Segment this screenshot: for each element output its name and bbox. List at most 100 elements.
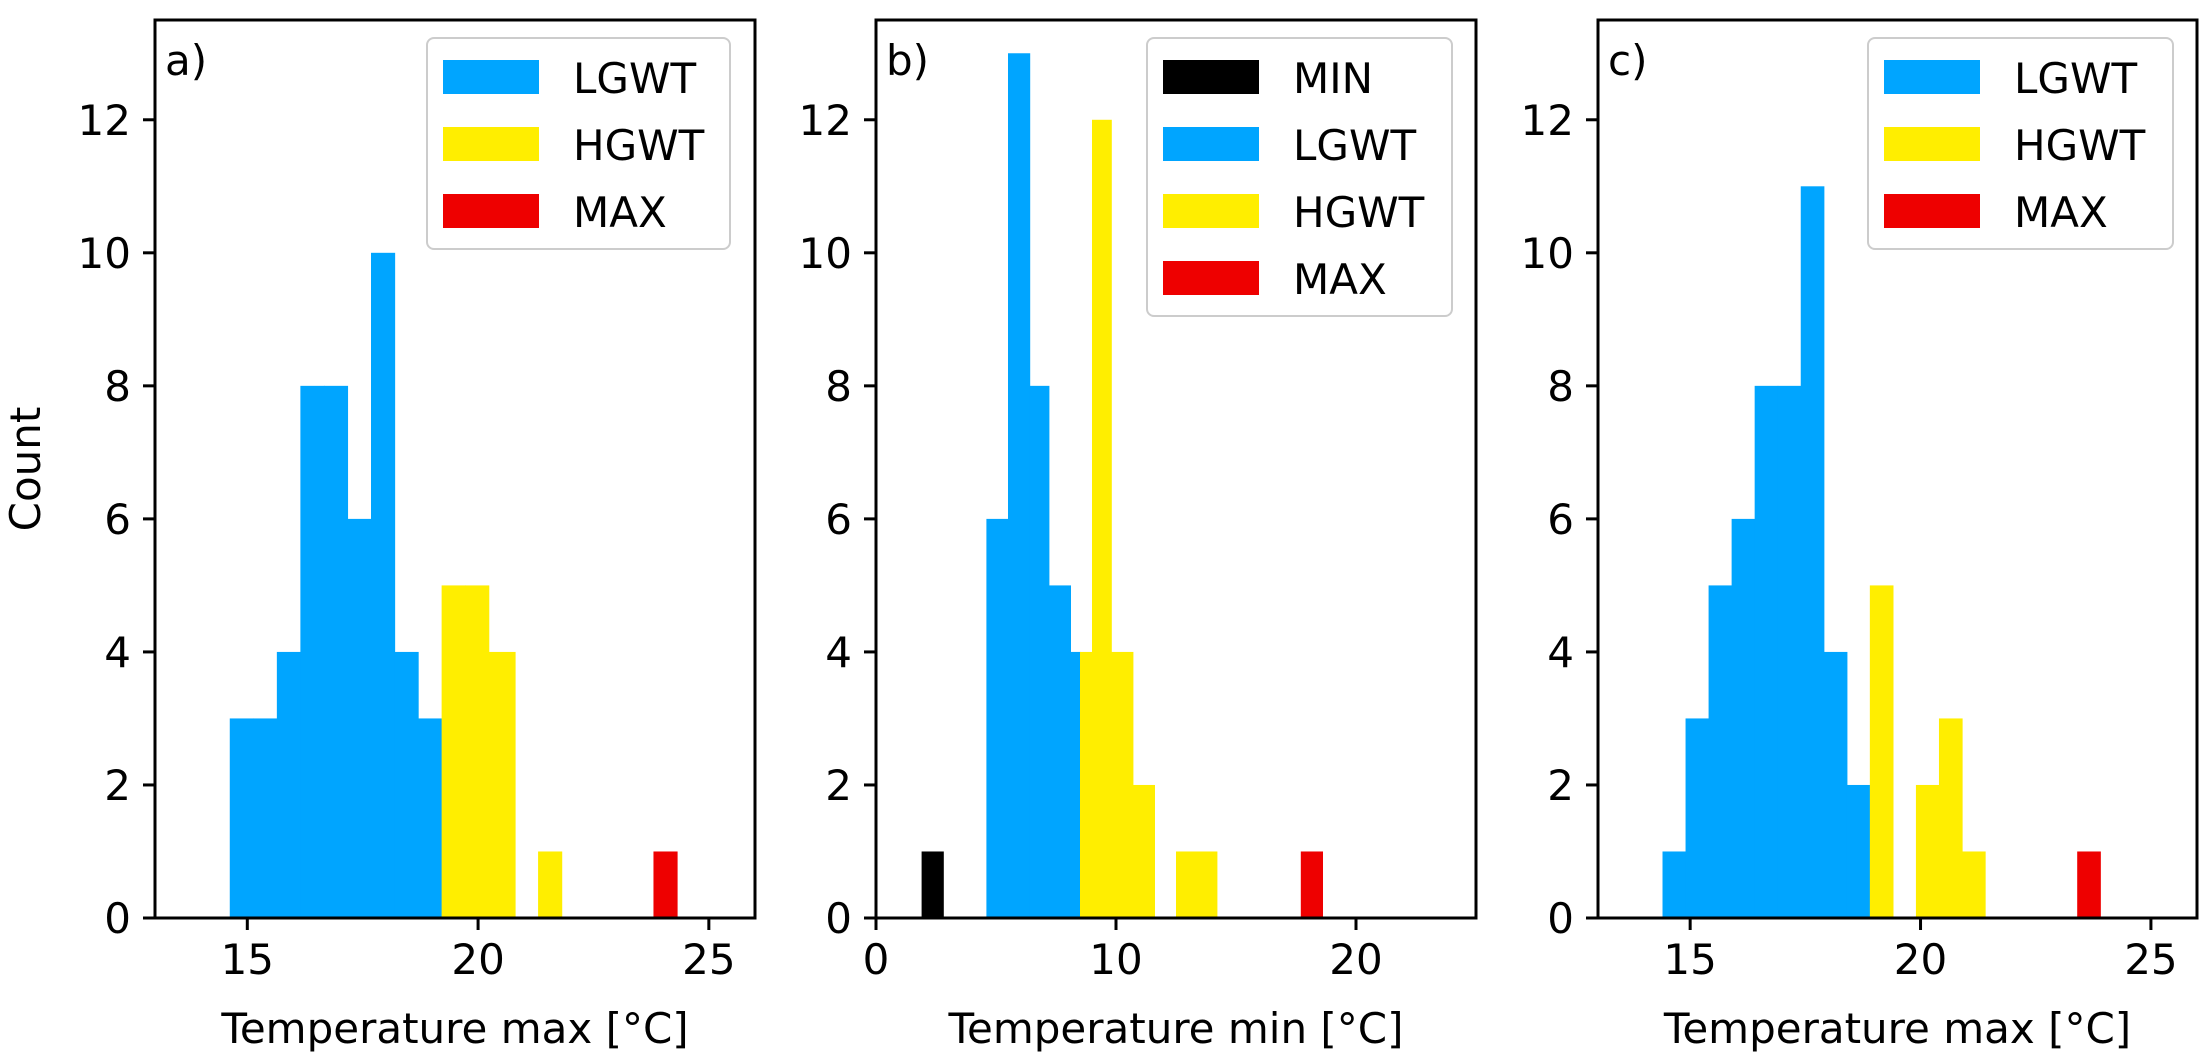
y-tick-label: 4	[104, 628, 131, 677]
legend-label-hgwt: HGWT	[573, 121, 705, 170]
bar-lgwt-5	[1754, 385, 1779, 919]
bar-lgwt-4	[1731, 518, 1756, 918]
legend-label-max: MAX	[1293, 255, 1387, 304]
x-tick-label: 20	[1329, 935, 1382, 984]
y-tick-label: 6	[825, 495, 852, 544]
x-axis-label: Temperature min [°C]	[947, 1004, 1403, 1053]
legend-swatch-max	[443, 194, 539, 228]
legend-swatch-hgwt	[1163, 194, 1259, 228]
panel-2: 0 10 20 0 2 4 6 8 10 12 Temperature min [°C] b) MIN L…	[799, 18, 1478, 1053]
y-tick-label: 12	[78, 96, 131, 145]
legend-swatch-max	[1884, 194, 1980, 228]
bar-max-1	[1300, 851, 1323, 918]
bar-hgwt-1	[1869, 585, 1894, 918]
bar-lgwt-9	[1846, 784, 1871, 918]
bar-lgwt-1	[1662, 851, 1687, 918]
legend-swatch-hgwt	[443, 127, 539, 161]
y-tick-label: 0	[1547, 894, 1574, 943]
bar-hgwt-2	[465, 585, 490, 918]
axes-frame	[1596, 18, 2199, 920]
bar-lgwt-9	[418, 718, 443, 918]
bar-hgwt-3	[488, 651, 516, 918]
axes-frame	[153, 18, 757, 920]
x-axis-label: Temperature max [°C]	[220, 1004, 688, 1053]
y-tick-label: 12	[799, 96, 852, 145]
y-tick-label: 12	[1521, 96, 1574, 145]
bar-lgwt-2	[1008, 53, 1031, 918]
bar-lgwt-5	[323, 385, 349, 919]
bar-lgwt-4	[1048, 585, 1071, 918]
axes-frame	[874, 18, 1478, 920]
legend: LGWT HGWT MAX	[426, 37, 731, 250]
legend-swatch-lgwt	[443, 60, 539, 94]
legend-swatch-max	[1163, 261, 1259, 295]
legend-swatch-min	[1163, 60, 1259, 94]
legend-label-lgwt: LGWT	[573, 54, 696, 103]
bar-lgwt-1	[986, 518, 1009, 918]
bar-hgwt-5	[1176, 851, 1218, 918]
y-tick-label: 2	[104, 761, 131, 810]
bar-min-1	[921, 851, 944, 918]
legend-label-hgwt: HGWT	[1293, 188, 1425, 237]
bar-lgwt-6	[1777, 385, 1802, 919]
legend: LGWT HGWT MAX	[1867, 37, 2174, 250]
bar-hgwt-4	[1962, 851, 1986, 918]
bar-max-1	[653, 851, 678, 918]
bar-lgwt-7	[371, 252, 396, 918]
legend-label-hgwt: HGWT	[2014, 121, 2146, 170]
bar-hgwt-2	[1092, 119, 1112, 918]
y-tick-label: 2	[825, 761, 852, 810]
legend-swatch-lgwt	[1163, 127, 1259, 161]
legend-swatch-hgwt	[1884, 127, 1980, 161]
bar-max-1	[2077, 851, 2101, 918]
bar-hgwt-3	[1938, 718, 1963, 918]
bar-lgwt-2	[253, 718, 278, 918]
x-tick-label: 15	[1663, 935, 1716, 984]
y-tick-label: 0	[825, 894, 852, 943]
bar-lgwt-3	[1708, 585, 1733, 918]
bar-lgwt-8	[1823, 651, 1848, 918]
bar-lgwt-8	[394, 651, 419, 918]
bar-hgwt-2	[1915, 784, 1940, 918]
y-tick-label: 10	[799, 229, 852, 278]
legend-label-lgwt: LGWT	[2014, 54, 2137, 103]
panel-1: 15 20 25 0 2 4 6 8 10 12 Temperature max [°C] Count…	[1, 18, 757, 1053]
legend-swatch-lgwt	[1884, 60, 1980, 94]
bar-hgwt-4	[1132, 784, 1155, 918]
x-tick-label: 10	[1089, 935, 1142, 984]
y-tick-label: 8	[1547, 362, 1574, 411]
legend-label-max: MAX	[2014, 188, 2108, 237]
y-tick-label: 10	[78, 229, 131, 278]
y-tick-label: 8	[825, 362, 852, 411]
x-axis-label: Temperature max [°C]	[1663, 1004, 2131, 1053]
legend-label-max: MAX	[573, 188, 667, 237]
x-tick-label: 0	[863, 935, 890, 984]
y-tick-label: 10	[1521, 229, 1574, 278]
bar-lgwt-5	[1070, 651, 1081, 918]
legend-label-min: MIN	[1293, 54, 1373, 103]
y-tick-label: 8	[104, 362, 131, 411]
bar-lgwt-6	[347, 518, 372, 918]
panel-label: a)	[165, 36, 207, 85]
y-tick-label: 4	[1547, 628, 1574, 677]
bar-hgwt-3	[1111, 651, 1134, 918]
y-tick-label: 6	[1547, 495, 1574, 544]
bar-lgwt-2	[1685, 718, 1710, 918]
bar-hgwt-4	[538, 851, 563, 918]
panel-label: b)	[886, 36, 929, 85]
legend: MIN LGWT HGWT MAX	[1146, 37, 1453, 317]
y-tick-label: 4	[825, 628, 852, 677]
bar-hgwt-1	[1080, 651, 1093, 918]
panel-3: 15 20 25 0 2 4 6 8 10 12 Temperature max [°C] c) LGW…	[1521, 18, 2199, 1053]
x-tick-label: 25	[2124, 935, 2177, 984]
y-axis-label: Count	[1, 407, 50, 532]
x-tick-label: 15	[221, 935, 274, 984]
bar-hgwt-1	[441, 585, 466, 918]
legend-box	[1146, 37, 1453, 317]
bar-lgwt-7	[1800, 186, 1825, 919]
bar-lgwt-4	[300, 385, 325, 919]
bar-lgwt-3	[276, 651, 301, 918]
y-tick-label: 0	[104, 894, 131, 943]
x-tick-label: 20	[451, 935, 504, 984]
